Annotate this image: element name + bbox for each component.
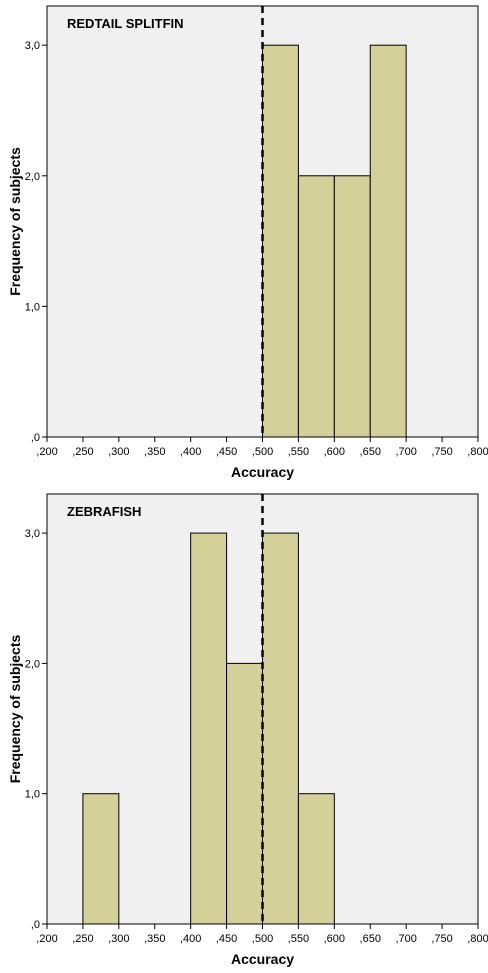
bars-group: [262, 44, 407, 438]
y-axis-label: Frequency of subjects: [7, 147, 23, 296]
y-tick-label: 3,0: [25, 528, 40, 540]
x-axis-ticks: ,200 ,250 ,300 ,350 ,400 ,450 ,500 ,550 ,600 ,650…: [36, 437, 488, 458]
x-tick-label: ,500: [252, 933, 273, 945]
histogram-bar-4: [369, 44, 407, 438]
x-tick-label: ,650: [360, 933, 381, 945]
x-tick-label: ,350: [144, 446, 165, 458]
x-tick-label: ,700: [395, 933, 416, 945]
histogram-bar-1: [262, 44, 299, 438]
x-tick-label: ,200: [36, 446, 57, 458]
y-tick-label: ,0: [31, 432, 40, 444]
y-tick-label: 2,0: [25, 658, 40, 670]
x-tick-label: ,400: [180, 933, 201, 945]
y-tick-label: 2,0: [25, 171, 40, 183]
x-tick-label: ,450: [216, 446, 237, 458]
x-tick-label: ,300: [108, 446, 129, 458]
redtail-splitfin-histogram: ,0 1,0 2,0 3,0 ,200 ,250 ,300 ,350 ,400 ,450 ,500…: [7, 5, 488, 480]
histogram-bar-2: [190, 532, 228, 925]
y-axis-ticks: ,0 1,0 2,0 3,0: [25, 40, 47, 444]
y-tick-label: 1,0: [25, 789, 40, 801]
zebrafish-panel: ,0 1,0 2,0 3,0 ,200 ,250 ,300 ,350 ,400 ,450 ,500…: [0, 488, 488, 973]
histogram-bar-3: [333, 175, 371, 438]
y-axis-ticks: ,0 1,0 2,0 3,0: [25, 528, 47, 931]
histogram-bar-5: [297, 793, 335, 925]
x-axis-ticks: ,200 ,250 ,300 ,350 ,400 ,450 ,500 ,550 ,600 ,650…: [36, 924, 488, 945]
x-tick-label: ,800: [467, 933, 488, 945]
x-tick-label: ,550: [288, 446, 309, 458]
x-axis-label: Accuracy: [231, 464, 294, 480]
x-tick-label: ,600: [324, 446, 345, 458]
bars-group: [82, 532, 335, 925]
x-tick-label: ,400: [180, 446, 201, 458]
y-axis-label: Frequency of subjects: [7, 634, 23, 783]
y-tick-label: 3,0: [25, 40, 40, 52]
chart-title: REDTAIL SPLITFIN: [67, 16, 184, 31]
x-tick-label: ,700: [395, 446, 416, 458]
x-tick-label: ,250: [72, 446, 93, 458]
x-axis-label: Accuracy: [231, 951, 294, 967]
x-tick-label: ,250: [72, 933, 93, 945]
x-tick-label: ,500: [252, 446, 273, 458]
x-tick-label: ,200: [36, 933, 57, 945]
x-tick-label: ,550: [288, 933, 309, 945]
x-tick-label: ,450: [216, 933, 237, 945]
y-tick-label: 1,0: [25, 301, 40, 313]
zebrafish-histogram: ,0 1,0 2,0 3,0 ,200 ,250 ,300 ,350 ,400 ,450 ,500…: [7, 493, 488, 967]
x-tick-label: ,750: [431, 446, 452, 458]
histogram-bar-1: [82, 793, 120, 925]
histogram-bar-2: [297, 175, 335, 438]
chart-title: ZEBRAFISH: [67, 504, 141, 519]
y-tick-label: ,0: [31, 919, 40, 931]
x-tick-label: ,650: [360, 446, 381, 458]
x-tick-label: ,750: [431, 933, 452, 945]
histogram-bar-4: [262, 532, 299, 925]
x-tick-label: ,800: [467, 446, 488, 458]
histogram-bar-3: [226, 662, 263, 925]
redtail-splitfin-panel: ,0 1,0 2,0 3,0 ,200 ,250 ,300 ,350 ,400 ,450 ,500…: [7, 5, 488, 480]
x-tick-label: ,600: [324, 933, 345, 945]
x-tick-label: ,350: [144, 933, 165, 945]
x-tick-label: ,300: [108, 933, 129, 945]
